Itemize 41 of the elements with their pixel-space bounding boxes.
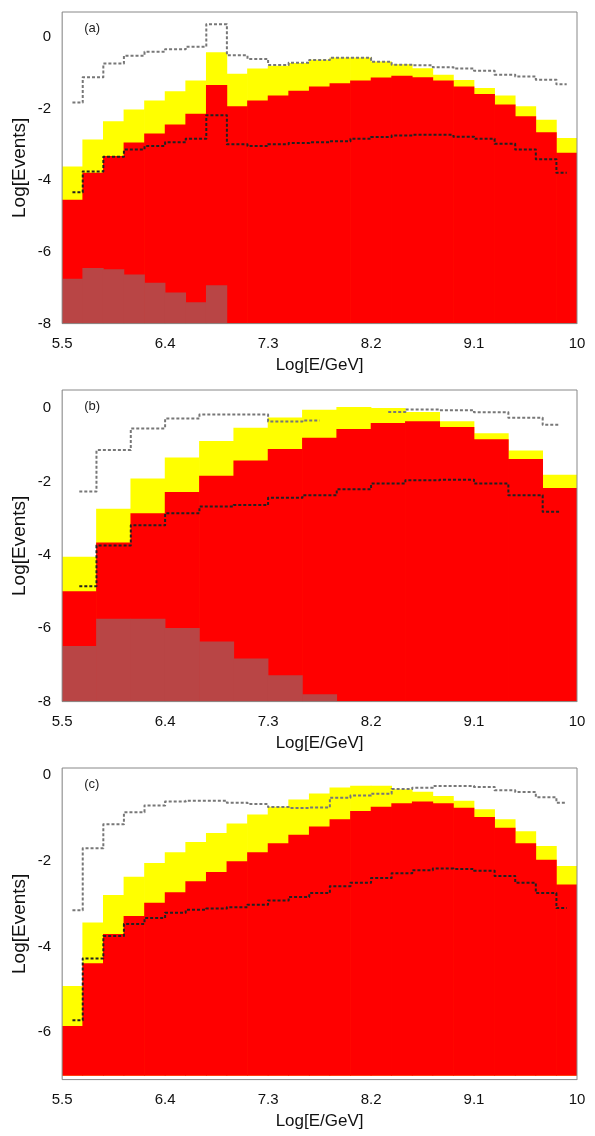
y-tick-label: -4 [37, 170, 52, 188]
y-tick-label: -6 [37, 1022, 52, 1040]
annotation: (a) [84, 20, 101, 36]
y-tick-label: -4 [37, 545, 52, 563]
y-tick-label: 0 [42, 764, 52, 782]
x-tick-label: 5.5 [51, 1089, 73, 1107]
x-tick-label: 7.3 [257, 333, 279, 351]
annotation: (c) [84, 776, 100, 792]
y-axis-title: Log[Events] [7, 873, 29, 974]
x-tick-label: 8.2 [360, 333, 382, 351]
x-tick-label: 10 [568, 333, 586, 351]
y-tick-label: -2 [37, 98, 52, 116]
y-axis-title: Log[Events] [7, 495, 29, 596]
y-tick-label: -6 [37, 618, 52, 636]
y-tick-label: -2 [37, 850, 52, 868]
x-tick-label: 10 [568, 1089, 586, 1107]
y-tick-label: 0 [42, 27, 52, 45]
y-tick-label: -8 [37, 313, 52, 331]
x-tick-label: 8.2 [360, 711, 382, 729]
x-tick-label: 7.3 [257, 1089, 279, 1107]
y-tick-label: -6 [37, 242, 52, 260]
y-tick-label: -4 [37, 936, 52, 954]
x-axis-title: Log[E/GeV] [275, 355, 364, 375]
x-tick-label: 5.5 [51, 711, 73, 729]
x-tick-label: 6.4 [154, 1089, 176, 1107]
y-tick-label: -8 [37, 691, 52, 709]
x-tick-label: 6.4 [154, 711, 176, 729]
y-axis-title: Log[Events] [7, 117, 29, 218]
x-tick-label: 6.4 [154, 333, 176, 351]
x-tick-label: 5.5 [51, 333, 73, 351]
x-tick-label: 9.1 [463, 1089, 485, 1107]
annotation: (b) [84, 398, 101, 414]
x-tick-label: 8.2 [360, 1089, 382, 1107]
x-tick-label: 9.1 [463, 333, 485, 351]
x-tick-label: 7.3 [257, 711, 279, 729]
x-axis-title: Log[E/GeV] [275, 1111, 364, 1131]
x-tick-label: 9.1 [463, 711, 485, 729]
y-tick-label: 0 [42, 398, 52, 416]
y-tick-label: -2 [37, 471, 52, 489]
x-tick-label: 10 [568, 711, 586, 729]
x-axis-title: Log[E/GeV] [275, 733, 364, 753]
